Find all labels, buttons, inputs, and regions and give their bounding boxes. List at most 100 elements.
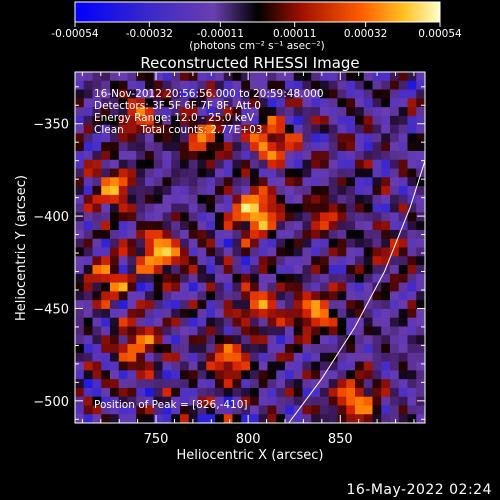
heatmap-cell (197, 387, 207, 398)
heatmap-cell (136, 256, 146, 266)
heatmap-cell (355, 326, 365, 336)
heatmap-cell (215, 115, 225, 126)
heatmap-cell (398, 150, 409, 161)
heatmap-cell (92, 265, 102, 275)
heatmap-cell (83, 414, 94, 423)
heatmap-cell (223, 414, 234, 423)
heatmap-cell (92, 159, 102, 170)
heatmap-cell (398, 168, 409, 178)
heatmap-cell (390, 379, 400, 389)
heatmap-cell (101, 387, 111, 398)
heatmap-cell (258, 159, 269, 170)
heatmap-cell (250, 115, 260, 126)
heatmap-cell (372, 326, 382, 336)
heatmap-cell (180, 212, 190, 222)
heatmap-cell (127, 98, 137, 108)
heatmap-cell (136, 414, 146, 423)
heatmap-cell (346, 212, 356, 222)
heatmap-cell (188, 203, 199, 214)
heatmap-cell (416, 229, 425, 240)
heatmap-cell (136, 150, 146, 161)
heatmap-cell (398, 80, 409, 91)
heatmap-cell (188, 107, 199, 117)
heatmap-cell (110, 107, 120, 117)
heatmap-cell (241, 72, 251, 82)
heatmap-cell (320, 361, 330, 371)
heatmap-cell (118, 379, 129, 389)
heatmap-cell (223, 300, 234, 310)
heatmap-cell (75, 133, 85, 143)
heatmap-cell (232, 396, 242, 407)
heatmap-cell (258, 247, 269, 257)
heatmap-cell (215, 238, 225, 249)
heatmap-cell (232, 72, 242, 82)
heatmap-cell (363, 282, 374, 292)
heatmap-cell (267, 115, 277, 126)
heatmap-cell (285, 396, 295, 407)
heatmap-cell (302, 265, 312, 275)
heatmap-cell (363, 396, 374, 407)
heatmap-cell (215, 326, 225, 336)
heatmap-cell (232, 370, 242, 380)
heatmap-cell (372, 194, 382, 205)
heatmap-cell (293, 247, 304, 257)
heatmap-cell (206, 229, 216, 240)
heatmap-cell (320, 352, 330, 363)
heatmap-cell (285, 265, 295, 275)
heatmap-cell (267, 308, 277, 319)
heatmap-cell (162, 300, 172, 310)
heatmap-cell (110, 124, 120, 135)
heatmap-cell (75, 273, 85, 284)
heatmap-cell (197, 282, 207, 292)
heatmap-cell (276, 256, 286, 266)
heatmap-cell (311, 80, 321, 91)
heatmap-cell (171, 361, 181, 371)
heatmap-cell (101, 89, 111, 99)
heatmap-cell (250, 194, 260, 205)
heatmap-cell (276, 265, 286, 275)
heatmap-cell (407, 80, 417, 91)
heatmap-cell (83, 247, 94, 257)
heatmap-cell (171, 150, 181, 161)
heatmap-cell (215, 212, 225, 222)
heatmap-cell (416, 361, 425, 371)
heatmap-cell (197, 396, 207, 407)
heatmap-cell (337, 212, 347, 222)
heatmap-cell (83, 142, 94, 152)
heatmap-cell (363, 256, 374, 266)
heatmap-cell (162, 387, 172, 398)
heatmap-cell (145, 405, 155, 415)
heatmap-cell (372, 115, 382, 126)
heatmap-cell (311, 212, 321, 222)
heatmap-cell (206, 150, 216, 161)
heatmap-cell (293, 221, 304, 231)
heatmap-cell (346, 282, 356, 292)
heatmap-cell (232, 335, 242, 345)
heatmap-cell (92, 256, 102, 266)
heatmap-cell (355, 203, 365, 214)
heatmap-cell (311, 291, 321, 301)
heatmap-cell (267, 300, 277, 310)
heatmap-cell (206, 159, 216, 170)
heatmap-cell (328, 414, 339, 423)
heatmap-cell (346, 203, 356, 214)
heatmap-cell (372, 212, 382, 222)
heatmap-cell (127, 247, 137, 257)
heatmap-cell (337, 72, 347, 82)
heatmap-cell (110, 212, 120, 222)
heatmap-cell (390, 229, 400, 240)
heatmap-cell (118, 212, 129, 222)
axis-ticks: 750 800 850−350−400−450−500 (33, 72, 425, 447)
heatmap-cell (293, 370, 304, 380)
heatmap-cell (197, 335, 207, 345)
heatmap-cell (390, 370, 400, 380)
heatmap-cell (328, 344, 339, 354)
heatmap-cell (285, 317, 295, 328)
heatmap-cell (171, 344, 181, 354)
heatmap-cell (75, 308, 85, 319)
heatmap-cell (92, 352, 102, 363)
heatmap-cell (127, 370, 137, 380)
heatmap-cell (145, 379, 155, 389)
heatmap-cell (206, 361, 216, 371)
heatmap-cell (320, 107, 330, 117)
